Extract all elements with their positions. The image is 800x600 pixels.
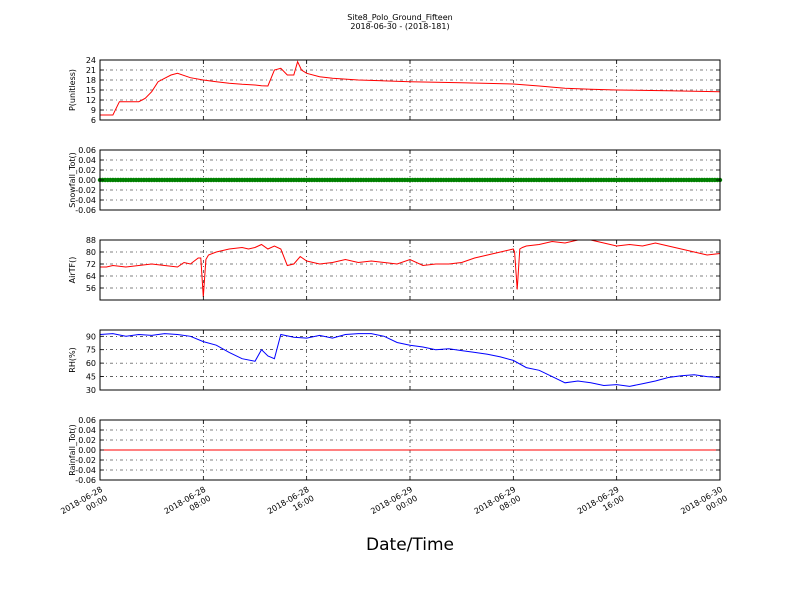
y-tick-label: 90 [86, 332, 96, 341]
panel-3: 56 64 72 80 88 AirTF() [68, 236, 721, 301]
y-tick-label: 60 [86, 359, 96, 368]
y-tick-label: -0.06 [75, 206, 96, 215]
y-tick-label: 15 [86, 86, 96, 95]
panels: 691215182124P(unitless)-0.06-0.04-0.020.… [68, 56, 723, 485]
y-axis-label: P(unitless) [68, 69, 77, 111]
y-tick-label: 30 [86, 386, 96, 395]
y-tick-label: 0.04 [78, 156, 96, 165]
y-tick-label: 0.06 [78, 146, 96, 155]
y-axis-label: Snowfall_Tot() [68, 152, 77, 208]
grid [100, 330, 720, 390]
grid [100, 240, 720, 300]
y-axis-label: AirTF() [68, 257, 77, 284]
y-tick-label: 0.00 [78, 446, 96, 455]
y-axis-label: Rainfall_Tot() [68, 424, 77, 476]
y-tick-label: -0.02 [75, 186, 96, 195]
panel-4: 30 45 60 75 90 RH(%) [68, 329, 721, 395]
y-tick-label: -0.06 [75, 476, 96, 485]
x-tick-label: 2018-06-2808:00 [163, 485, 213, 525]
series-line [99, 333, 721, 387]
y-tick-label: 75 [86, 346, 96, 355]
y-tick-label: 80 [86, 248, 96, 257]
y-axis-label: RH(%) [68, 347, 77, 372]
y-tick-label: 56 [86, 284, 96, 293]
y-tick-label: -0.02 [75, 456, 96, 465]
y-tick-label: 64 [86, 272, 96, 281]
y-tick-label: 6 [91, 116, 96, 125]
x-tick-label: 2018-06-2816:00 [266, 485, 316, 525]
x-tick-labels: 2018-06-2800:00 2018-06-2808:00 2018-06-28… [59, 485, 729, 525]
series-line [100, 239, 721, 298]
y-tick-label: -0.04 [75, 466, 96, 475]
y-tick-label: 0.02 [78, 166, 96, 175]
x-axis-label: Date/Time [366, 535, 454, 555]
y-tick-label: 0.06 [78, 416, 96, 425]
y-tick-label: 88 [86, 236, 96, 245]
y-tick-label: 21 [86, 66, 96, 75]
chart-subtitle: 2018-06-30 - (2018-181) [350, 22, 449, 31]
y-tick-label: 18 [86, 76, 96, 85]
x-tick-label: 2018-06-2800:00 [59, 485, 109, 525]
y-tick-label: 45 [86, 373, 96, 382]
panel-2: -0.06-0.04-0.020.000.020.040.06Snowfall_… [68, 146, 723, 215]
x-tick-label: 2018-06-3000:00 [679, 485, 729, 525]
y-tick-label: 24 [86, 56, 96, 65]
series-line [100, 60, 721, 116]
y-tick-label: 0.04 [78, 426, 96, 435]
y-tick-label: -0.04 [75, 196, 96, 205]
x-tick-label: 2018-06-2908:00 [473, 485, 523, 525]
series-points [97, 177, 723, 183]
y-tick-label: 12 [86, 96, 96, 105]
x-tick-label: 2018-06-2916:00 [576, 485, 626, 525]
chart-title: Site8_Polo_Ground_Fifteen [347, 13, 452, 22]
y-tick-label: 0.00 [78, 176, 96, 185]
y-tick-label: 72 [86, 260, 96, 269]
x-tick-label: 2018-06-2900:00 [369, 485, 419, 525]
y-tick-label: 0.02 [78, 436, 96, 445]
y-tick-label: 9 [91, 106, 96, 115]
panel-5: -0.06-0.04-0.020.000.020.040.06Rainfall_… [68, 416, 721, 485]
